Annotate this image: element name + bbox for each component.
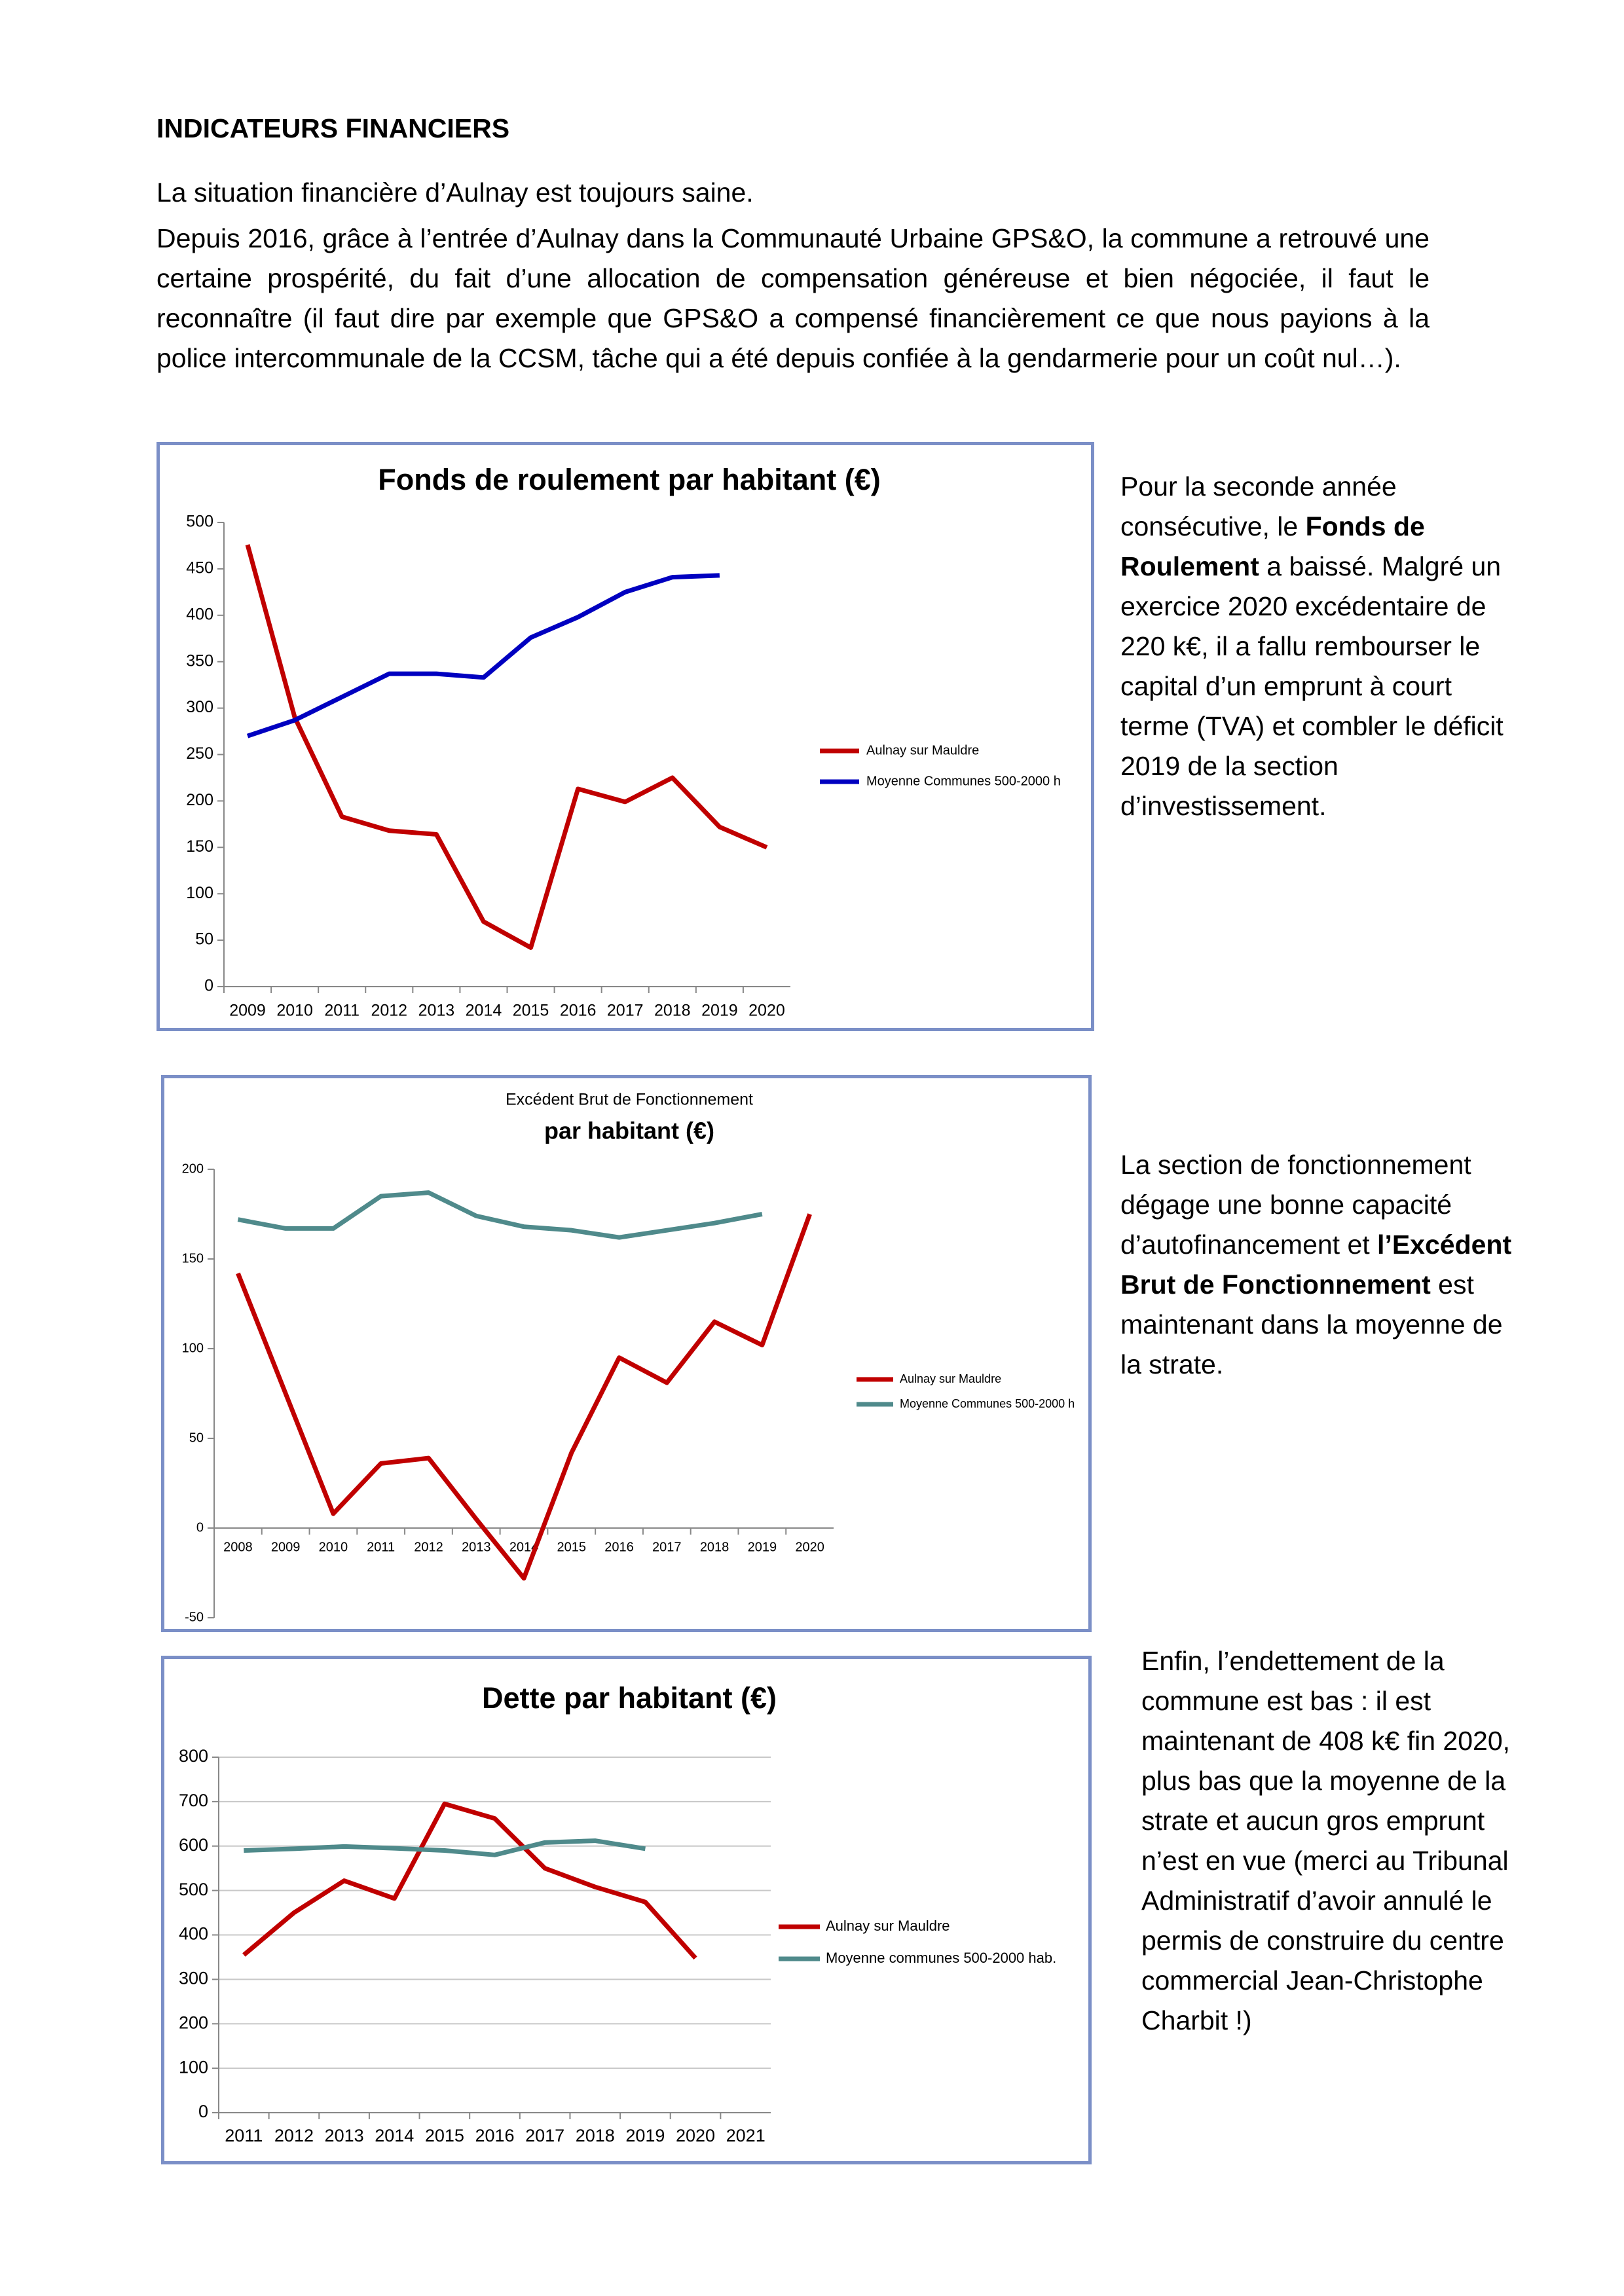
x-tick-label: 2011: [324, 1002, 360, 1020]
x-tick-label: 2013: [325, 2126, 364, 2145]
y-tick-label: 450: [186, 559, 213, 577]
x-tick-label: 2014: [375, 2126, 414, 2145]
series-line: [245, 544, 768, 950]
series-line: [237, 1190, 763, 1240]
chart: Excédent Brut de Fonctionnement par habit…: [182, 1091, 1075, 1625]
y-tick-label: 800: [179, 1746, 208, 1766]
y-tick-label: 600: [179, 1835, 208, 1855]
y-tick-label: 400: [186, 605, 213, 623]
y-tick-label: 50: [189, 1430, 204, 1445]
legend-label: Aulnay sur Mauldre: [900, 1372, 1001, 1385]
note-bold: Fonds de Roulement: [1120, 511, 1425, 581]
y-tick-label: 150: [186, 837, 213, 856]
y-tick-label: 100: [186, 884, 213, 902]
x-tick-label: 2020: [748, 1002, 785, 1020]
x-tick-label: 2019: [748, 1540, 777, 1554]
y-tick-label: 300: [186, 698, 213, 716]
x-tick-label: 2009: [271, 1540, 301, 1554]
note-bold: l’Excédent Brut de Fonctionnement: [1120, 1230, 1512, 1300]
x-tick-label: 2020: [676, 2126, 715, 2145]
x-tick-label: 2012: [414, 1540, 443, 1554]
x-tick-label: 2018: [700, 1540, 729, 1554]
x-tick-label: 2010: [319, 1540, 348, 1554]
note-text: Enfin, l’endettement de la commune est b…: [1141, 1646, 1511, 2035]
y-tick-label: 0: [196, 1520, 204, 1535]
paragraph: Depuis 2016, grâce à l’entrée d’Aulnay d…: [157, 223, 1430, 373]
y-tick-label: 250: [186, 744, 213, 763]
side-note: Enfin, l’endettement de la commune est b…: [1141, 1641, 1534, 2041]
x-tick-label: 2020: [795, 1540, 824, 1554]
x-tick-label: 2013: [418, 1002, 455, 1020]
y-tick-label: 200: [182, 1161, 204, 1176]
x-tick-label: 2015: [557, 1540, 587, 1554]
legend-label: Moyenne Communes 500-2000 h: [900, 1397, 1075, 1410]
y-tick-label: 500: [179, 1880, 208, 1899]
x-tick-label: 2016: [604, 1540, 634, 1554]
y-tick-label: 700: [179, 1791, 208, 1810]
chart: Dette par habitant (€) 0 100 200 300 400 500 60…: [179, 1681, 1056, 2145]
chart-subtitle: par habitant (€): [544, 1118, 714, 1144]
chart-title: Excédent Brut de Fonctionnement: [506, 1091, 753, 1109]
series-line: [244, 1838, 646, 1857]
y-tick-label: 100: [179, 2057, 208, 2077]
side-note: La section de fonctionnement dégage une …: [1120, 1145, 1513, 1385]
note-text: Pour la seconde année consécutive, le: [1120, 471, 1397, 541]
chart-title: Fonds de roulement par habitant (€): [378, 463, 881, 496]
x-tick-label: 2019: [625, 2126, 665, 2145]
x-tick-label: 2019: [701, 1002, 738, 1020]
series-line: [246, 573, 720, 738]
y-tick-label: 350: [186, 651, 213, 670]
legend-label: Aulnay sur Mauldre: [826, 1918, 950, 1934]
chart-frame: Excédent Brut de Fonctionnement par habit…: [161, 1075, 1092, 1632]
x-tick-label: 2009: [229, 1002, 266, 1020]
y-tick-label: 300: [179, 1969, 208, 1988]
y-tick-label: 150: [182, 1251, 204, 1266]
y-tick-label: 50: [195, 930, 213, 949]
x-tick-label: 2015: [513, 1002, 549, 1020]
x-tick-label: 2016: [475, 2126, 514, 2145]
side-note: Pour la seconde année consécutive, le Fo…: [1120, 467, 1513, 826]
note-text: a baissé. Malgré un exercice 2020 excéde…: [1120, 551, 1504, 821]
y-tick-label: 400: [179, 1924, 208, 1944]
x-tick-label: 2011: [225, 2126, 263, 2145]
y-tick-label: 200: [186, 791, 213, 809]
x-tick-label: 2017: [525, 2126, 564, 2145]
chart-frame: Dette par habitant (€) 0 100 200 300 400 500 60…: [161, 1656, 1092, 2164]
y-tick-label: 500: [186, 513, 213, 531]
x-tick-label: 2014: [466, 1002, 502, 1020]
x-tick-label: 2013: [462, 1540, 491, 1554]
x-tick-label: 2021: [726, 2126, 766, 2145]
chart-frame: Fonds de roulement par habitant (€) 0 50 10…: [157, 442, 1094, 1031]
paragraph: La situation financière d’Aulnay est tou…: [157, 177, 754, 208]
series-line: [236, 1213, 812, 1581]
y-tick-label: 100: [182, 1341, 204, 1355]
x-tick-label: 2008: [223, 1540, 253, 1554]
heading: INDICATEURS FINANCIERS: [157, 113, 510, 143]
y-tick-label: 200: [179, 2013, 208, 2032]
x-tick-label: 2017: [607, 1002, 644, 1020]
y-tick-label: 0: [198, 2102, 208, 2121]
note-text: est maintenant dans la moyenne de la str…: [1120, 1269, 1503, 1379]
chart: Fonds de roulement par habitant (€) 0 50 10…: [186, 463, 1061, 1020]
x-tick-label: 2011: [367, 1540, 395, 1554]
x-tick-label: 2017: [652, 1540, 681, 1554]
x-tick-label: 2018: [654, 1002, 691, 1020]
x-tick-label: 2010: [276, 1002, 313, 1020]
chart-title: Dette par habitant (€): [482, 1681, 777, 1715]
legend-label: Aulnay sur Mauldre: [866, 743, 979, 757]
note-text: La section de fonctionnement dégage une …: [1120, 1150, 1471, 1260]
x-tick-label: 2015: [425, 2126, 464, 2145]
x-tick-label: 2018: [576, 2126, 615, 2145]
x-tick-label: 2012: [371, 1002, 407, 1020]
series-line: [242, 1801, 697, 1960]
x-tick-label: 2012: [274, 2126, 314, 2145]
y-tick-label: 0: [204, 977, 213, 995]
legend-label: Moyenne communes 500-2000 hab.: [826, 1950, 1056, 1966]
legend-label: Moyenne Communes 500-2000 h: [866, 774, 1061, 788]
y-tick-label: -50: [185, 1610, 204, 1624]
x-tick-label: 2014: [509, 1540, 539, 1554]
x-tick-label: 2016: [560, 1002, 597, 1020]
